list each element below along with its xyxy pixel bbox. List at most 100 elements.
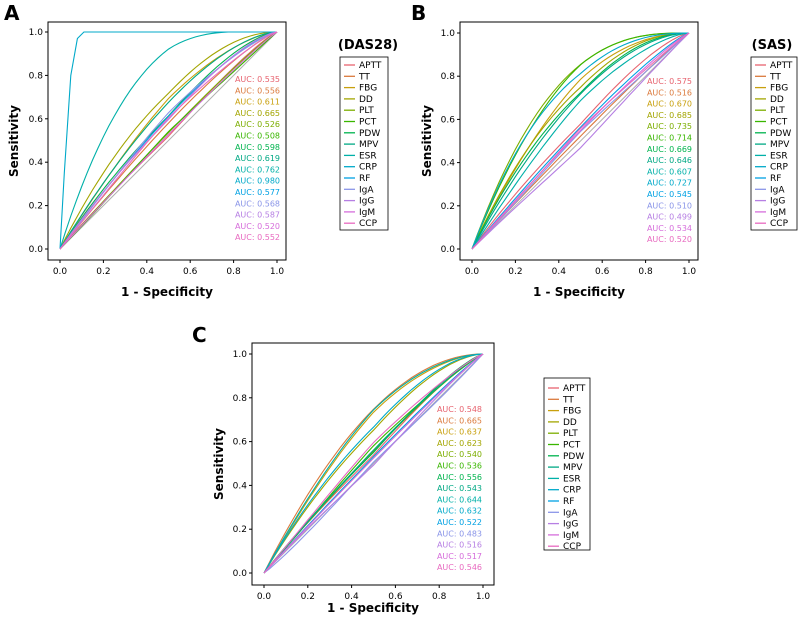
auc-label: AUC: 0.714 xyxy=(647,134,692,143)
legend-entry: PLT xyxy=(563,429,578,439)
legend-entry: CRP xyxy=(770,163,789,173)
roc-curve-dd xyxy=(471,32,690,250)
roc-curve-crp xyxy=(263,353,484,574)
roc-curve-mpv xyxy=(471,32,690,250)
legend-entry: IgM xyxy=(770,208,786,218)
x-axis-title: 1 - Specificity xyxy=(327,601,419,615)
y-tick-label: 0.0 xyxy=(29,245,44,255)
x-tick-label: 0.4 xyxy=(552,267,567,277)
x-tick-label: 0.2 xyxy=(96,267,110,277)
legend-entry: IgA xyxy=(359,185,374,195)
legend-entry: FBG xyxy=(359,84,377,94)
legend-entry: IgM xyxy=(563,531,579,541)
x-tick-label: 0.6 xyxy=(388,592,403,602)
legend-entry: PCT xyxy=(770,118,788,128)
auc-label: AUC: 0.670 xyxy=(647,100,692,109)
auc-label: AUC: 0.611 xyxy=(235,98,280,107)
panel-letter: B xyxy=(411,1,426,25)
reference-diagonal xyxy=(263,353,484,574)
legend-title: (SAS) xyxy=(752,38,793,53)
legend-entry: CRP xyxy=(563,486,582,496)
auc-label: AUC: 0.546 xyxy=(437,563,482,572)
roc-curve-crp xyxy=(59,31,277,250)
roc-curve-fbg xyxy=(471,32,690,250)
auc-label: AUC: 0.669 xyxy=(647,145,692,154)
auc-label: AUC: 0.735 xyxy=(647,122,692,131)
auc-label: AUC: 0.543 xyxy=(437,484,482,493)
panel-letter: A xyxy=(4,1,20,25)
auc-label: AUC: 0.510 xyxy=(647,201,692,210)
legend-entry: TT xyxy=(769,72,781,82)
y-tick-label: 0.4 xyxy=(441,159,456,169)
y-axis-title: Sensitivity xyxy=(212,428,226,500)
auc-label: AUC: 0.516 xyxy=(437,541,482,550)
auc-label: AUC: 0.540 xyxy=(437,450,482,459)
x-tick-label: 0.6 xyxy=(183,267,198,277)
y-tick-label: 1.0 xyxy=(233,350,248,360)
roc-curve-iga xyxy=(471,32,690,250)
roc-curve-crp xyxy=(471,32,689,250)
x-tick-label: 0.8 xyxy=(226,267,241,277)
legend-entry: MPV xyxy=(359,140,379,150)
legend-entry: PCT xyxy=(563,441,581,451)
legend-entry: PDW xyxy=(359,129,380,139)
auc-label: AUC: 0.517 xyxy=(437,552,482,561)
roc-panel-c: C 0.0 0.2 0.4 0.6 0.8 1.0 0.0 0.2 0.4 0.6 0.8 1.0 1 -… xyxy=(192,323,591,615)
roc-panel-b: B 0.0 0.2 0.4 0.6 0.8 1.0 0.0 0.2 0.4 0.6 0.8 1.0 1 -… xyxy=(411,1,798,299)
x-axis-title: 1 - Specificity xyxy=(121,285,213,299)
auc-label: AUC: 0.508 xyxy=(235,132,280,141)
roc-curve-rf xyxy=(471,32,690,250)
legend-entry: PLT xyxy=(770,106,785,116)
legend-entry: APTT xyxy=(359,61,382,71)
roc-curve-aptt xyxy=(471,32,690,250)
roc-curve-mpv xyxy=(59,31,278,250)
auc-label: AUC: 0.632 xyxy=(437,507,482,516)
y-tick-label: 0.0 xyxy=(233,569,248,579)
legend-entry: MPV xyxy=(770,140,790,150)
auc-label: AUC: 0.535 xyxy=(235,75,280,84)
auc-label: AUC: 0.520 xyxy=(647,235,692,244)
y-axis-title: Sensitivity xyxy=(7,105,21,177)
auc-label: AUC: 0.536 xyxy=(437,462,482,471)
auc-label: AUC: 0.548 xyxy=(437,405,482,414)
roc-curve-esr xyxy=(263,353,484,574)
roc-curve-pdw xyxy=(471,32,690,250)
x-tick-label: 0.2 xyxy=(508,267,522,277)
legend-entry: CCP xyxy=(563,542,582,552)
roc-curve-igm xyxy=(59,31,278,250)
y-tick-label: 0.6 xyxy=(233,438,248,448)
auc-label: AUC: 0.483 xyxy=(437,529,482,538)
y-tick-label: 1.0 xyxy=(441,29,456,39)
roc-curve-esr xyxy=(471,32,690,250)
auc-label: AUC: 0.646 xyxy=(647,156,692,165)
roc-curve-fbg xyxy=(263,353,484,574)
legend-entry: RF xyxy=(563,497,574,507)
y-axis-title: Sensitivity xyxy=(420,105,434,177)
x-tick-label: 0.0 xyxy=(257,592,272,602)
legend-entry: IgG xyxy=(770,197,785,207)
x-tick-label: 0.8 xyxy=(638,267,653,277)
auc-label: AUC: 0.568 xyxy=(235,199,280,208)
roc-curve-mpv xyxy=(263,353,484,574)
y-tick-label: 0.8 xyxy=(233,394,248,404)
auc-label: AUC: 0.556 xyxy=(235,86,280,95)
legend-entry: TT xyxy=(358,72,370,82)
legend-entry: RF xyxy=(770,174,781,184)
plot-frame xyxy=(251,342,495,586)
plot-frame xyxy=(47,21,287,261)
auc-label: AUC: 0.499 xyxy=(647,213,692,222)
legend-entry: ESR xyxy=(359,151,377,161)
y-tick-label: 0.6 xyxy=(441,115,456,125)
legend-entry: APTT xyxy=(770,61,793,71)
x-tick-label: 1.0 xyxy=(270,267,285,277)
auc-label: AUC: 0.665 xyxy=(235,109,280,118)
auc-label: AUC: 0.520 xyxy=(235,222,280,231)
auc-label: AUC: 0.545 xyxy=(647,190,692,199)
legend-entry: ESR xyxy=(563,474,581,484)
legend-entry: MPV xyxy=(563,463,583,473)
y-tick-label: 0.4 xyxy=(233,481,248,491)
roc-curve-ccp xyxy=(263,353,484,574)
auc-label: AUC: 0.980 xyxy=(235,177,280,186)
roc-curve-ccp xyxy=(59,31,278,250)
